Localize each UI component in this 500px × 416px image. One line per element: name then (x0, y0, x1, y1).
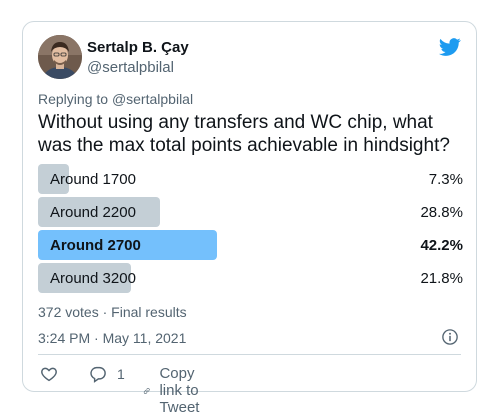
poll-option-label: Around 1700 (50, 171, 136, 188)
poll-option: Around 2200 28.8% (38, 196, 463, 227)
poll-option-bar (38, 263, 131, 293)
timestamp[interactable]: 3:24 PM · May 11, 2021 (38, 330, 187, 346)
twitter-bird-icon[interactable] (438, 36, 462, 58)
like-button[interactable] (40, 365, 58, 383)
replying-prefix: Replying to (38, 91, 112, 107)
avatar-photo (38, 35, 82, 79)
tweet-text: Without using any transfers and WC chip,… (38, 112, 450, 156)
tweet-card: Sertalp B. Çay @sertalpbilal Replying to… (22, 21, 477, 416)
poll-option: Around 3200 21.8% (38, 262, 463, 293)
poll-option-label: Around 3200 (50, 270, 136, 287)
poll-option: Around 1700 7.3% (38, 163, 463, 194)
copy-link-label: Copy link to Tweet (159, 365, 200, 416)
link-icon (143, 387, 150, 394)
poll-option-percent: 42.2% (420, 237, 463, 254)
poll-results: 372 votes · Final results (38, 304, 187, 320)
divider (38, 354, 461, 355)
replying-to: Replying to @sertalpbilal (38, 91, 193, 107)
avatar[interactable] (38, 35, 82, 79)
reply-count: 1 (117, 366, 125, 382)
poll-option-bar (38, 197, 161, 227)
poll-option-bar (38, 230, 218, 260)
heart-icon (41, 367, 57, 382)
reply-bubble-icon (90, 366, 106, 383)
poll-option-percent: 7.3% (428, 171, 463, 188)
copy-link-button[interactable]: Copy link to Tweet (143, 365, 210, 416)
poll-option-percent: 28.8% (420, 204, 463, 221)
poll: Around 1700 7.3% Around 2200 28.8% Around 27… (38, 163, 463, 295)
author-name[interactable]: Sertalp B. Çay (87, 39, 189, 56)
poll-option-label: Around 2700 (50, 237, 141, 254)
poll-option-percent: 21.8% (420, 270, 463, 287)
reply-button[interactable]: 1 (89, 365, 125, 383)
author-handle[interactable]: @sertalpbilal (87, 59, 174, 76)
poll-option-label: Around 2200 (50, 204, 136, 221)
replying-mention[interactable]: @sertalpbilal (111, 91, 194, 107)
poll-option: Around 2700 42.2% (38, 229, 463, 260)
info-icon[interactable] (441, 328, 459, 346)
poll-option-bar (38, 164, 70, 194)
